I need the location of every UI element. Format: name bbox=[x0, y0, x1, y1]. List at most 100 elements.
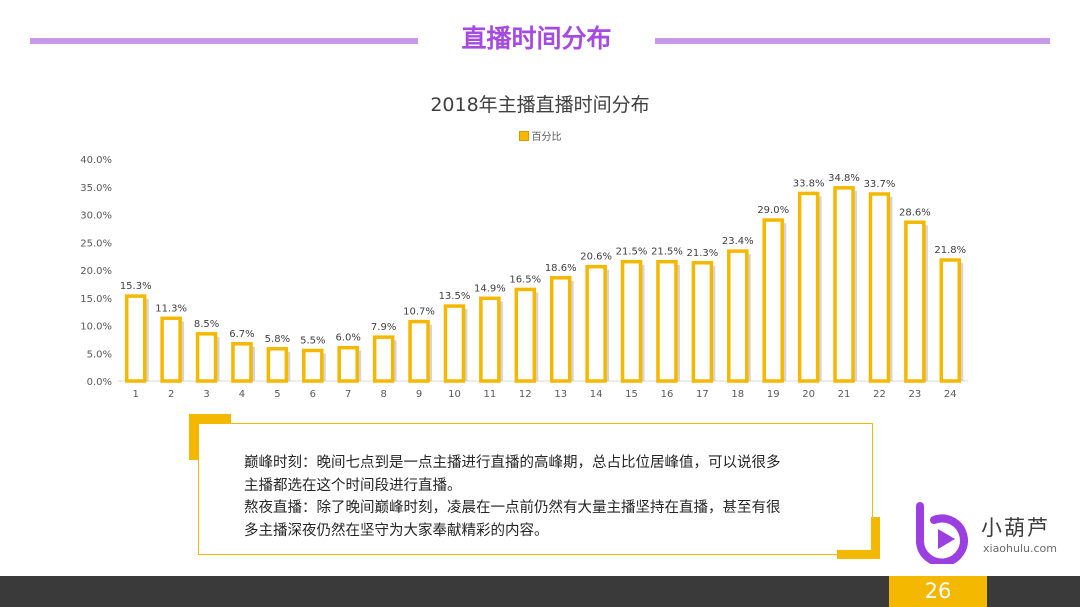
bar-value-label: 21.5% bbox=[651, 247, 683, 258]
bar-value-label: 34.8% bbox=[828, 173, 860, 184]
note-line-2: 主播都选在这个时间段进行直播。 bbox=[244, 477, 462, 494]
bar-value-label: 7.9% bbox=[371, 322, 396, 333]
chart-legend: 百分比 bbox=[0, 128, 1080, 143]
bar-value-label: 33.8% bbox=[793, 178, 825, 189]
bar-value-label: 21.3% bbox=[686, 248, 718, 259]
note-corner-bottom-right-vertical bbox=[871, 517, 880, 559]
bar bbox=[939, 258, 962, 383]
header-rule-left bbox=[30, 38, 418, 44]
bar bbox=[124, 294, 147, 383]
x-tick-label: 9 bbox=[416, 389, 422, 400]
bar-value-label: 28.6% bbox=[899, 207, 931, 218]
x-tick-label: 15 bbox=[625, 389, 638, 400]
bar-value-label: 14.9% bbox=[474, 283, 506, 294]
bar bbox=[479, 296, 501, 383]
bar-value-label: 10.7% bbox=[403, 307, 435, 318]
x-tick-label: 10 bbox=[448, 389, 461, 400]
x-tick-label: 24 bbox=[944, 389, 957, 400]
x-tick-label: 22 bbox=[873, 389, 886, 400]
bar bbox=[833, 186, 855, 383]
x-tick-label: 17 bbox=[696, 389, 709, 400]
bar-value-label: 5.8% bbox=[265, 334, 290, 345]
x-tick-label: 4 bbox=[239, 389, 245, 400]
bar-value-label: 29.0% bbox=[757, 205, 789, 216]
page-title: 直播时间分布 bbox=[461, 24, 612, 53]
bar-value-label: 16.5% bbox=[509, 274, 541, 285]
bar-value-label: 23.4% bbox=[722, 236, 754, 247]
bar-value-label: 21.8% bbox=[934, 245, 966, 256]
x-tick-label: 19 bbox=[767, 389, 780, 400]
x-tick-label: 12 bbox=[519, 389, 532, 400]
bar-value-label: 8.5% bbox=[194, 319, 219, 330]
x-tick-label: 6 bbox=[310, 389, 316, 400]
bar-value-label: 5.5% bbox=[300, 335, 325, 346]
bar bbox=[904, 220, 926, 383]
bar-value-label: 21.5% bbox=[616, 247, 648, 258]
x-tick-label: 5 bbox=[274, 389, 280, 400]
y-tick-label: 20.0% bbox=[80, 266, 112, 277]
x-tick-label: 18 bbox=[731, 389, 744, 400]
bar-value-label: 6.0% bbox=[336, 333, 361, 344]
legend-label: 百分比 bbox=[531, 132, 562, 143]
bar bbox=[549, 276, 572, 383]
bar bbox=[160, 316, 182, 383]
note-box bbox=[198, 423, 873, 555]
bar bbox=[797, 191, 820, 383]
bar-value-label: 6.7% bbox=[229, 329, 254, 340]
bar bbox=[302, 348, 324, 383]
bar-value-label: 20.6% bbox=[580, 252, 612, 263]
bar bbox=[691, 261, 714, 383]
note-line-3: 熬夜直播：除了晚间巅峰时刻，凌晨在一点前仍然有大量主播坚持在直播，甚至有很 bbox=[244, 500, 781, 516]
legend-swatch bbox=[518, 131, 529, 141]
brand-name: 小葫芦 bbox=[981, 516, 1050, 540]
note-corner-bottom-right bbox=[837, 550, 880, 559]
y-tick-label: 0.0% bbox=[87, 377, 112, 388]
x-tick-label: 8 bbox=[380, 389, 386, 400]
bar bbox=[372, 335, 395, 383]
bar bbox=[408, 319, 430, 383]
x-tick-label: 1 bbox=[133, 389, 139, 400]
bar-value-label: 13.5% bbox=[439, 291, 471, 302]
x-tick-label: 23 bbox=[909, 389, 922, 400]
bar bbox=[585, 264, 607, 383]
bar bbox=[868, 192, 891, 383]
x-tick-label: 16 bbox=[661, 389, 674, 400]
note-text: 巅峰时刻：晚间七点到是一点主播进行直播的高峰期，总占比位居峰值，可以说很多 主播… bbox=[244, 452, 836, 542]
bar bbox=[656, 259, 678, 383]
note-line-1: 巅峰时刻：晚间七点到是一点主播进行直播的高峰期，总占比位居峰值，可以说很多 bbox=[244, 455, 781, 471]
chart-title: 2018年主播直播时间分布 bbox=[430, 94, 650, 116]
brand-url: xiaohulu.com bbox=[983, 542, 1057, 555]
x-tick-label: 14 bbox=[590, 389, 603, 400]
x-tick-label: 2 bbox=[168, 389, 174, 400]
bar-value-label: 15.3% bbox=[120, 281, 152, 292]
note-line-4: 多主播深夜仍然在坚守为大家奉献精彩的内容。 bbox=[244, 522, 549, 539]
bar-value-label: 18.6% bbox=[545, 263, 577, 274]
header-rule-right bbox=[655, 38, 1050, 44]
bar bbox=[762, 218, 784, 383]
y-tick-label: 30.0% bbox=[80, 211, 112, 222]
x-tick-label: 3 bbox=[203, 389, 209, 400]
bar bbox=[231, 342, 253, 383]
page-number: 26 bbox=[924, 579, 952, 603]
bar-value-label: 11.3% bbox=[155, 303, 187, 314]
x-tick-label: 7 bbox=[345, 389, 351, 400]
bar bbox=[727, 249, 749, 383]
y-tick-label: 25.0% bbox=[80, 238, 112, 249]
x-tick-label: 21 bbox=[838, 389, 851, 400]
xiaohulu-logo-icon bbox=[916, 502, 968, 564]
bar bbox=[266, 347, 289, 383]
bar bbox=[337, 345, 359, 383]
bar bbox=[195, 332, 218, 383]
page-number-tab bbox=[889, 576, 987, 607]
bar-value-label: 33.7% bbox=[864, 179, 896, 190]
x-tick-label: 20 bbox=[802, 389, 815, 400]
y-tick-label: 35.0% bbox=[80, 183, 112, 194]
bar bbox=[620, 259, 643, 383]
note-corner-top-left bbox=[189, 414, 231, 423]
y-tick-label: 15.0% bbox=[80, 294, 112, 305]
bar-chart: 0.0% 5.0% 10.0% 15.0% 20.0% 25.0% 30.0% 35.0% 40… bbox=[80, 155, 968, 400]
y-tick-label: 5.0% bbox=[87, 349, 112, 360]
note-corner-top-left-vertical bbox=[189, 414, 198, 460]
x-tick-label: 11 bbox=[484, 389, 497, 400]
y-tick-label: 10.0% bbox=[80, 322, 112, 333]
